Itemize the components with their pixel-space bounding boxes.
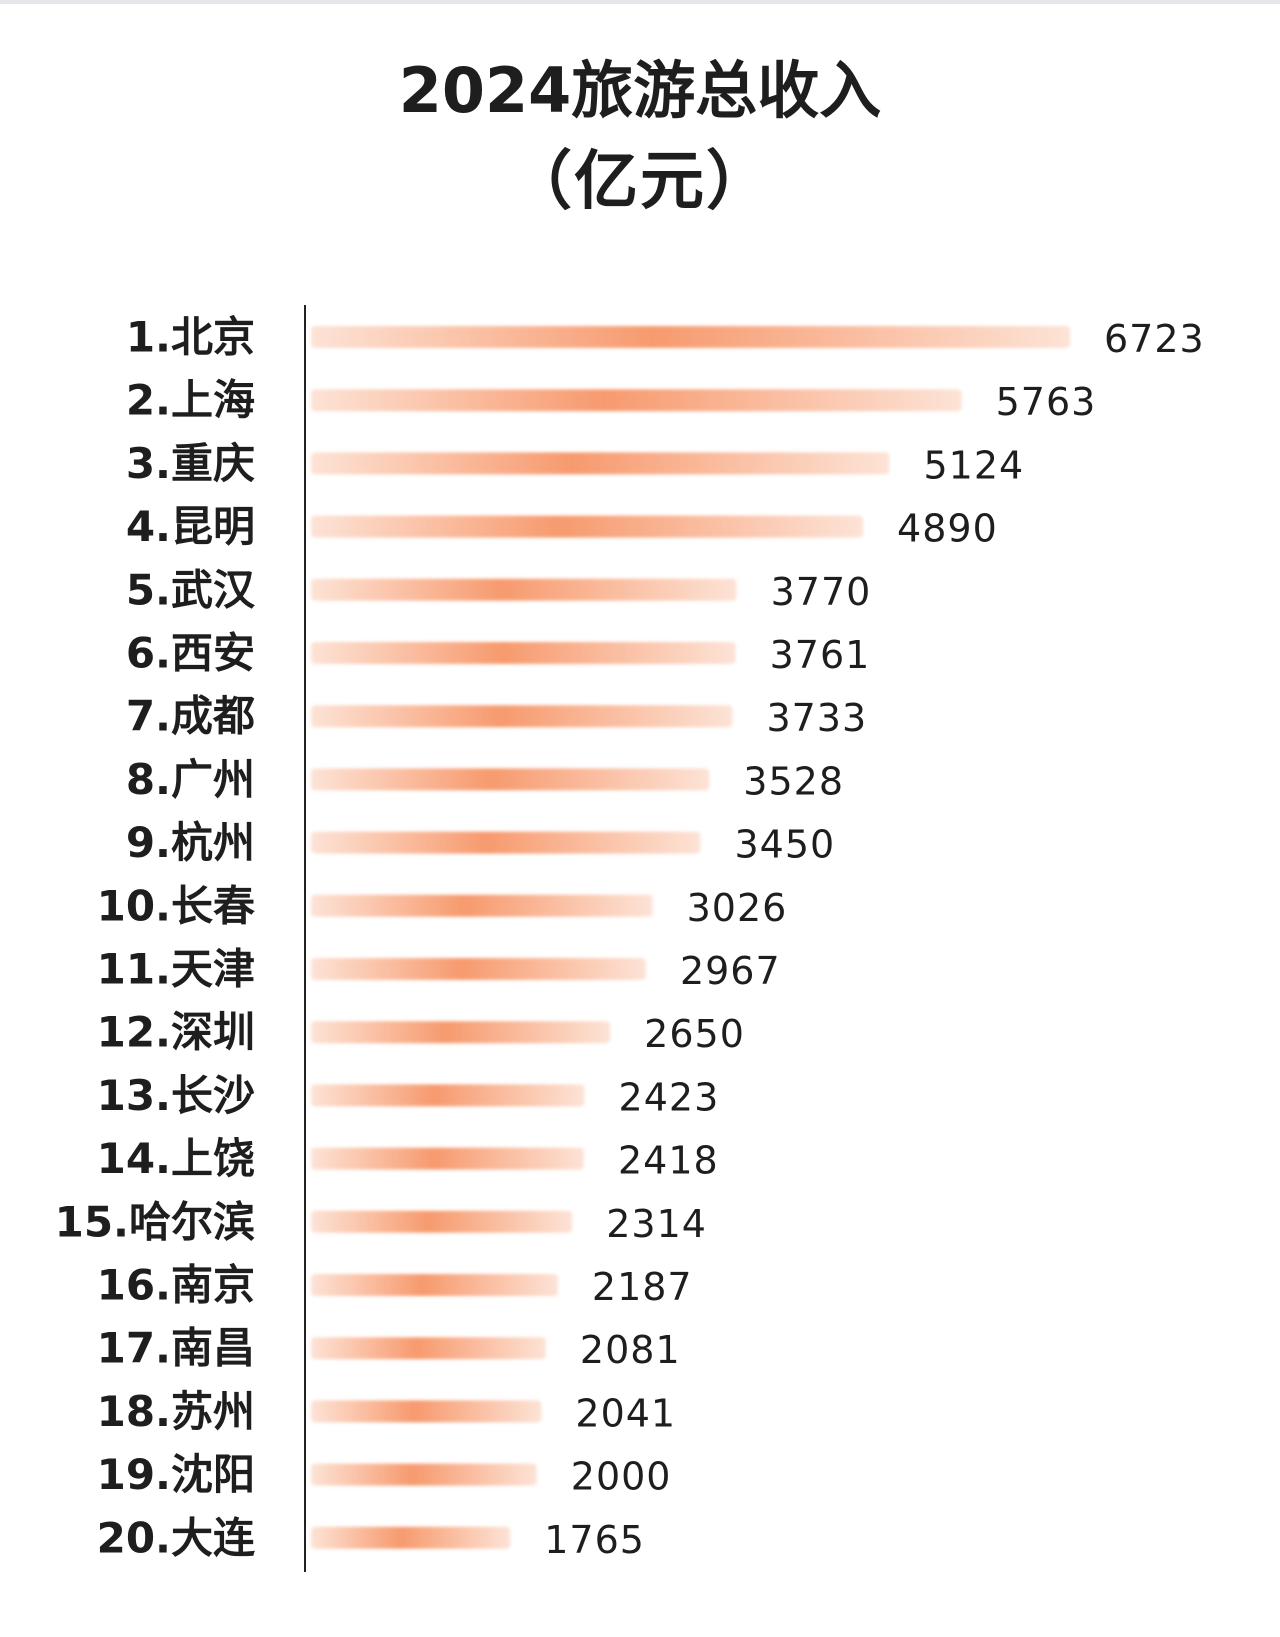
value-label-2: 5763 (996, 380, 1097, 424)
value-label-7: 3733 (766, 696, 867, 740)
value-label-10: 3026 (687, 886, 788, 930)
category-label-9: 9.杭州 (126, 818, 255, 867)
value-label-4: 4890 (897, 507, 998, 551)
bar-15 (311, 1210, 573, 1233)
bar-5 (311, 578, 737, 601)
category-label-19: 19.沈阳 (97, 1450, 255, 1499)
bar-12 (311, 1021, 611, 1044)
bar-16 (311, 1274, 558, 1296)
value-label-9: 3450 (734, 823, 835, 867)
category-label-7: 7.成都 (126, 692, 255, 741)
top-edge-divider (0, 0, 1280, 4)
value-label-12: 2650 (644, 1012, 745, 1056)
bar-11 (311, 958, 646, 980)
bar-6 (311, 642, 736, 664)
bar-7 (311, 705, 733, 728)
bar-1 (311, 326, 1070, 348)
category-label-4: 4.昆明 (126, 502, 255, 551)
category-label-6: 6.西安 (126, 629, 255, 678)
bar-20 (311, 1526, 511, 1549)
bar-10 (311, 894, 653, 917)
category-label-16: 16.南京 (97, 1261, 255, 1310)
value-label-8: 3528 (743, 759, 844, 803)
value-label-19: 2000 (571, 1455, 672, 1499)
category-label-10: 10.长春 (97, 881, 255, 930)
bar-4 (311, 515, 864, 538)
category-label-1: 1.北京 (126, 313, 255, 362)
category-label-2: 2.上海 (126, 376, 255, 425)
category-label-8: 8.广州 (126, 755, 255, 804)
category-label-17: 17.南昌 (97, 1324, 255, 1373)
bars-layer (311, 326, 1070, 1549)
bar-19 (311, 1463, 537, 1486)
value-label-18: 2041 (575, 1391, 676, 1435)
category-label-18: 18.苏州 (97, 1387, 255, 1436)
value-label-3: 5124 (923, 443, 1024, 487)
bar-18 (311, 1400, 542, 1423)
category-label-5: 5.武汉 (126, 565, 256, 614)
value-label-20: 1765 (544, 1518, 645, 1562)
value-label-17: 2081 (580, 1328, 681, 1372)
value-label-5: 3770 (771, 570, 872, 614)
value-label-15: 2314 (606, 1202, 707, 1246)
value-label-16: 2187 (592, 1265, 693, 1309)
category-label-14: 14.上饶 (97, 1134, 255, 1183)
bar-3 (311, 452, 890, 475)
category-label-15: 15.哈尔滨 (55, 1197, 255, 1246)
chart-title: 2024旅游总收入 (398, 54, 882, 127)
category-label-12: 12.深圳 (97, 1008, 255, 1057)
bar-9 (311, 831, 701, 854)
category-label-20: 20.大连 (97, 1513, 256, 1562)
chart-unit-subtitle: （亿元） (508, 145, 772, 219)
bar-8 (311, 768, 710, 791)
value-label-11: 2967 (680, 949, 781, 993)
bar-17 (311, 1337, 546, 1360)
value-label-1: 6723 (1104, 317, 1205, 361)
category-label-11: 11.天津 (97, 945, 255, 994)
category-label-13: 13.长沙 (97, 1071, 255, 1120)
bar-14 (311, 1147, 584, 1170)
value-label-6: 3761 (770, 633, 871, 677)
category-labels-layer: 1.北京 2.上海 3.重庆 4.昆明 5.武汉 6.西安 7.成都 8.广州 9.杭州 10.长… (55, 313, 256, 1563)
bar-2 (311, 389, 962, 412)
bar-13 (311, 1084, 585, 1107)
category-label-3: 3.重庆 (126, 439, 255, 488)
value-label-14: 2418 (618, 1139, 719, 1183)
value-label-13: 2423 (619, 1075, 720, 1119)
